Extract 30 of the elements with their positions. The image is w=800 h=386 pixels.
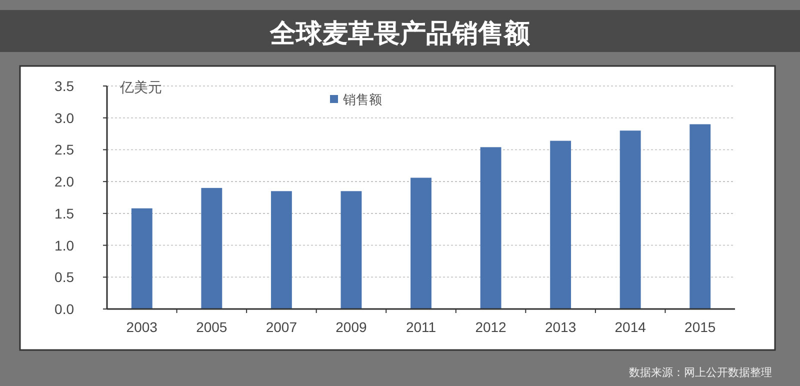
bar [131, 208, 152, 309]
y-tick-label: 0.5 [54, 269, 74, 286]
x-tick-label: 2015 [684, 319, 716, 335]
bar [690, 124, 711, 309]
x-tick-label: 2011 [406, 319, 436, 335]
bar [410, 178, 432, 309]
y-tick-label: 0.0 [54, 301, 74, 317]
y-tick-label: 1.5 [54, 205, 74, 222]
y-tick-label: 3.0 [54, 110, 74, 126]
bar [620, 130, 641, 309]
x-tick-label: 2012 [475, 319, 507, 335]
legend-label: 销售额 [342, 92, 382, 107]
y-tick-label: 2.5 [54, 142, 74, 158]
source-note: 数据来源：网上公开数据整理 [629, 366, 772, 379]
x-tick-label: 2014 [614, 319, 646, 335]
x-tick-label: 2003 [126, 319, 158, 335]
x-tick-label: 2013 [544, 319, 576, 335]
bar [270, 191, 292, 309]
y-tick-label: 2.0 [54, 174, 74, 190]
y-axis-title: 亿美元 [119, 79, 162, 95]
y-tick-label: 3.5 [54, 78, 74, 94]
y-tick-label: 1.0 [54, 237, 74, 254]
x-tick-label: 2005 [196, 319, 228, 335]
x-tick-label: 2007 [266, 319, 298, 335]
chart-title: 全球麦草畏产品销售额 [269, 18, 531, 48]
bar [340, 191, 362, 309]
bar [201, 188, 222, 309]
bar [550, 140, 572, 309]
bar [480, 147, 502, 309]
x-tick-label: 2009 [336, 319, 368, 335]
